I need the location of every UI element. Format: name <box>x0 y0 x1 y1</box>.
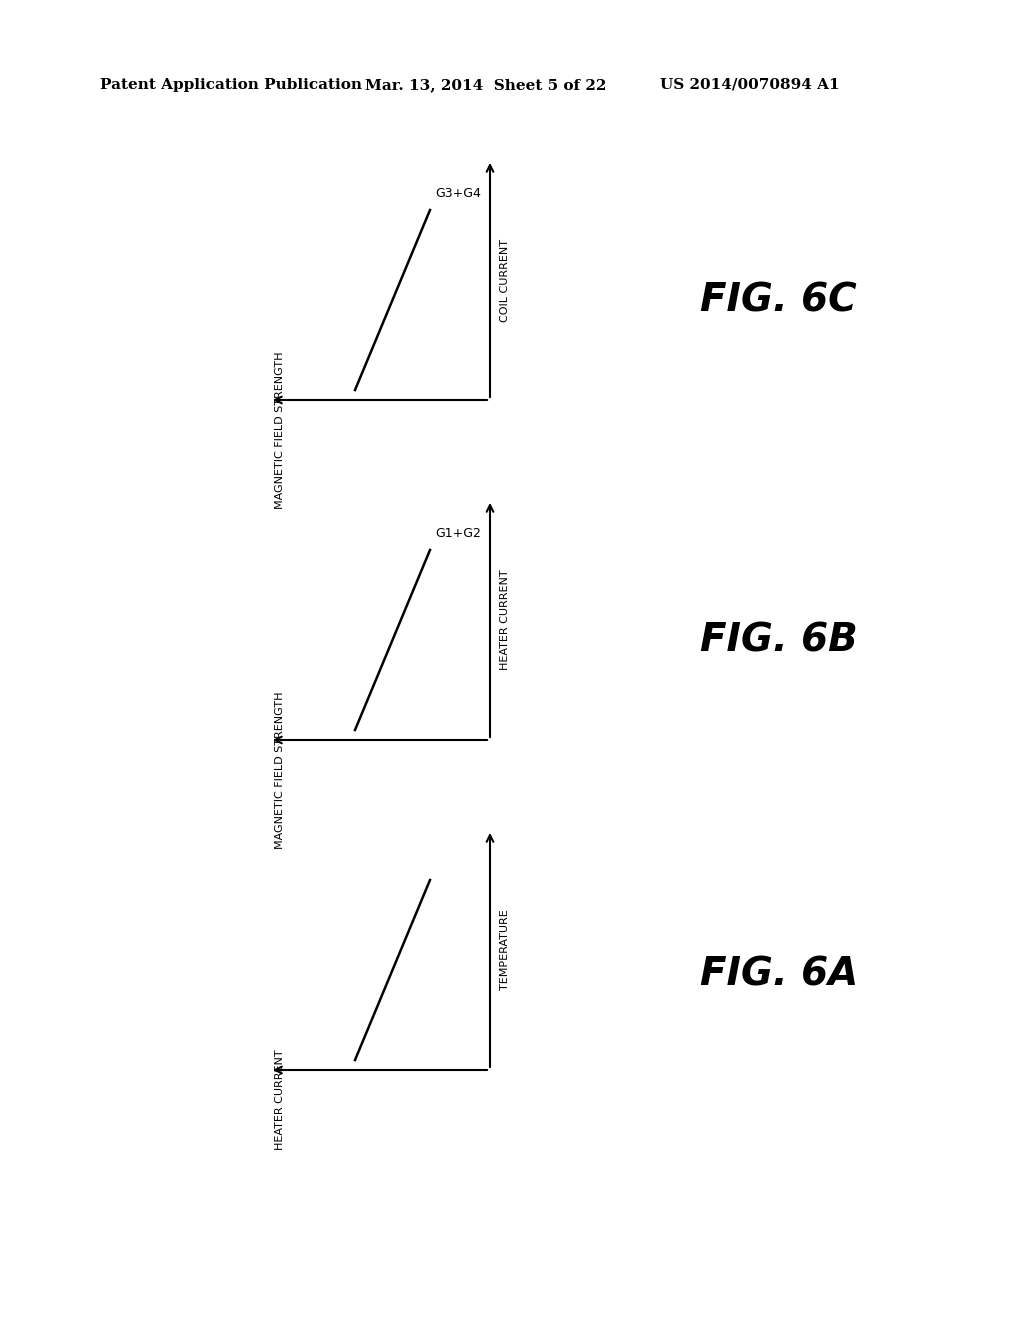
Text: MAGNETIC FIELD STRENGTH: MAGNETIC FIELD STRENGTH <box>275 692 285 849</box>
Text: US 2014/0070894 A1: US 2014/0070894 A1 <box>660 78 840 92</box>
Text: HEATER CURRENT: HEATER CURRENT <box>275 1049 285 1150</box>
Text: MAGNETIC FIELD STRENGTH: MAGNETIC FIELD STRENGTH <box>275 351 285 508</box>
Text: Patent Application Publication: Patent Application Publication <box>100 78 362 92</box>
Text: Mar. 13, 2014  Sheet 5 of 22: Mar. 13, 2014 Sheet 5 of 22 <box>365 78 606 92</box>
Text: FIG. 6A: FIG. 6A <box>700 956 858 994</box>
Text: HEATER CURRENT: HEATER CURRENT <box>500 570 510 671</box>
Text: FIG. 6B: FIG. 6B <box>700 620 858 659</box>
Text: TEMPERATURE: TEMPERATURE <box>500 909 510 990</box>
Text: G3+G4: G3+G4 <box>435 187 481 201</box>
Text: G1+G2: G1+G2 <box>435 527 481 540</box>
Text: COIL CURRENT: COIL CURRENT <box>500 239 510 322</box>
Text: FIG. 6C: FIG. 6C <box>700 281 857 319</box>
